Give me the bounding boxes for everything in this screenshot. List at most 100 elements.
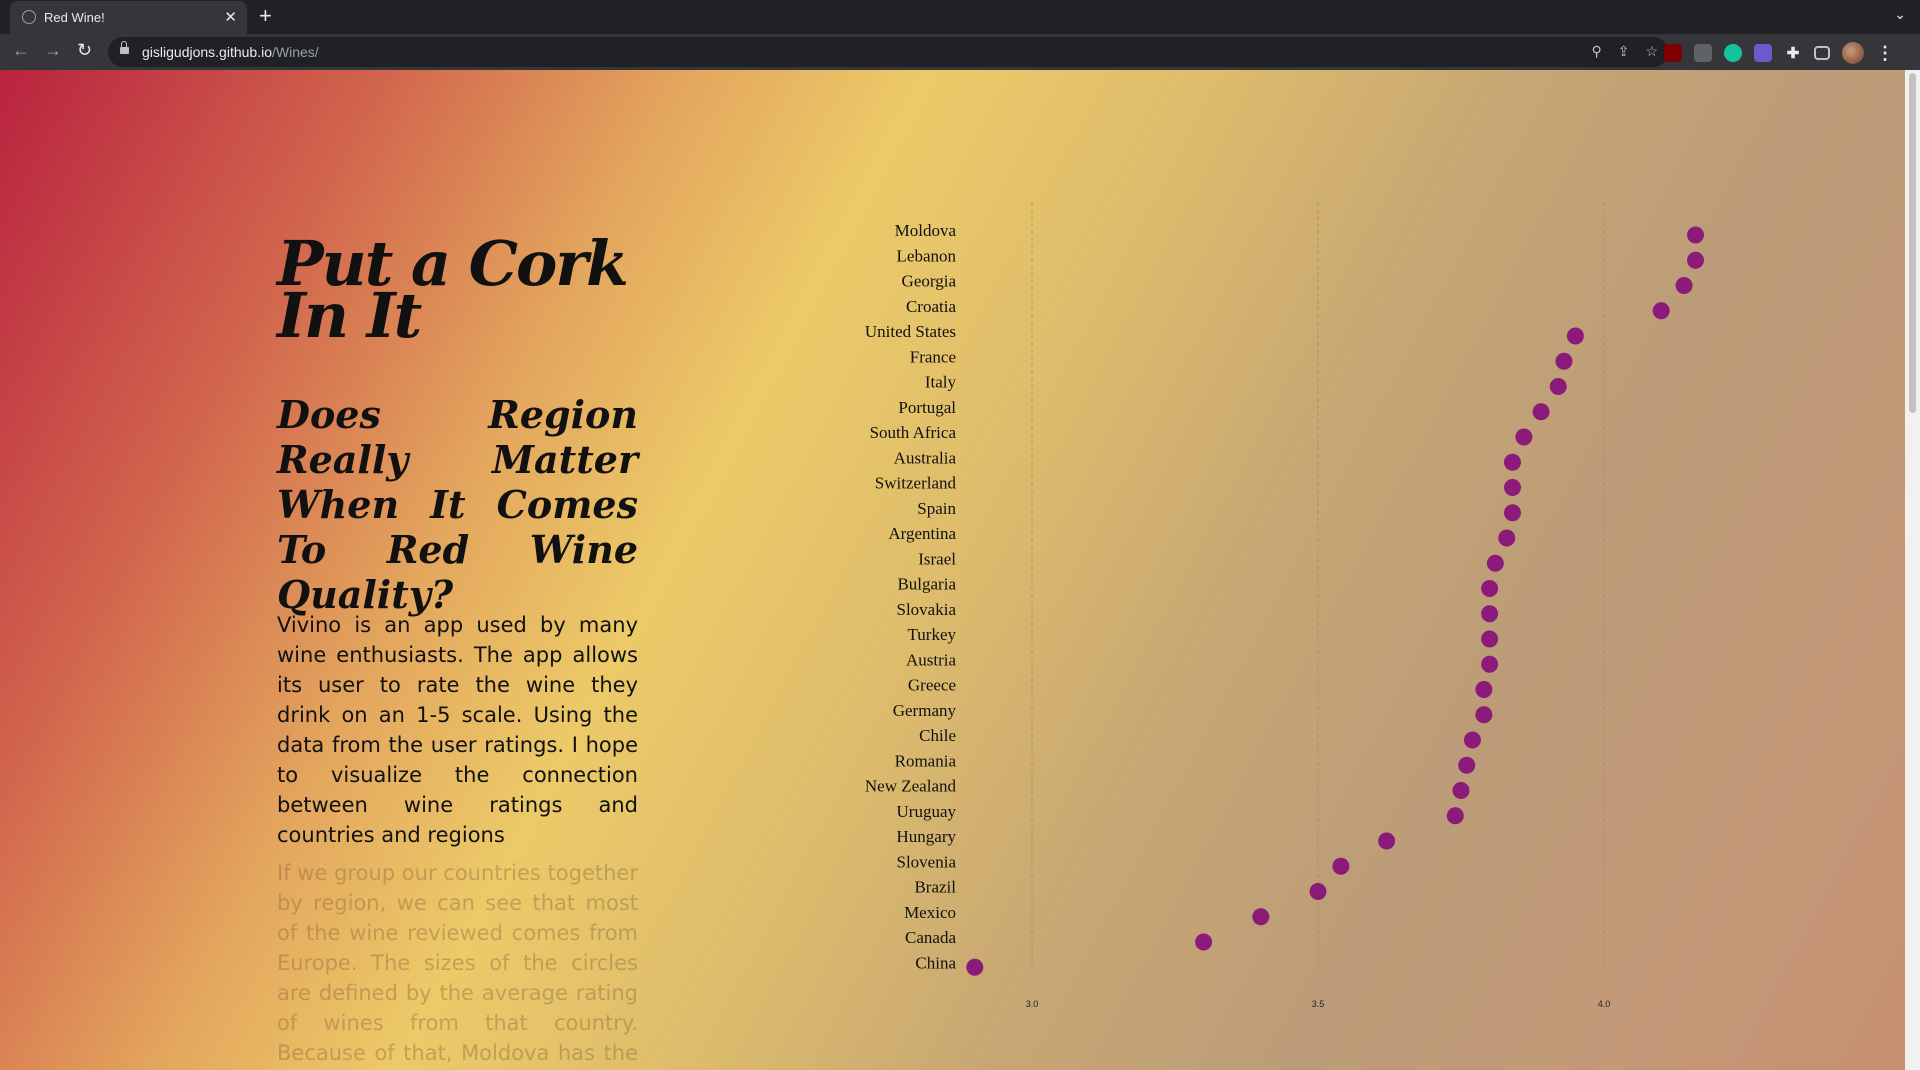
close-tab-icon[interactable]: ✕ [224,9,237,26]
scroll-paragraph: If we group our countries together by re… [277,861,638,1065]
url-text[interactable]: gisligudjons.github.io/Wines/ [142,44,319,60]
rating-dot[interactable] [1378,832,1396,850]
country-rating-chart: 3.0 3.5 4.0 Moldova Lebanon Georgia Croatia Uni… [865,202,1705,1009]
country-label: Slovakia [897,600,957,619]
rating-dot[interactable] [1481,655,1499,673]
extension-icon[interactable] [1754,44,1772,62]
x-tick-label: 3.5 [1312,999,1325,1009]
rating-dot[interactable] [1687,251,1705,269]
country-label: Croatia [906,297,956,316]
address-bar-actions: ⚲ ⇪ ☆ [1591,43,1658,60]
rating-dot[interactable] [1555,352,1573,370]
tab-strip: Red Wine! ✕ + ⌄ [0,0,1920,34]
title-line-1: Put a Cork [277,227,629,300]
rating-dot[interactable] [1566,327,1584,345]
page-scrollbar[interactable] [1905,70,1920,1070]
forward-button[interactable]: → [44,40,62,60]
reading-list-icon[interactable] [1814,46,1830,60]
address-bar[interactable]: gisligudjons.github.io/Wines/ ⚲ ⇪ ☆ [108,37,1668,67]
zoom-icon[interactable]: ⚲ [1591,43,1602,59]
kebab-menu-icon[interactable]: ⋮ [1876,42,1894,63]
rating-dot[interactable] [1475,681,1493,698]
page-content: Put a Cork In It Does Region Really Matt… [0,70,1905,1070]
extension-icon[interactable] [1694,44,1712,62]
intro-paragraph: Vivino is an app used by many wine enthu… [277,613,638,847]
rating-dot[interactable] [966,958,984,976]
country-label: Switzerland [875,474,957,493]
rating-dot[interactable] [1687,226,1705,244]
rating-dot[interactable] [1458,756,1476,774]
rating-dot[interactable] [1503,479,1521,496]
country-label: Moldova [895,221,957,240]
reload-button[interactable]: ↻ [77,40,93,60]
country-label: Slovenia [897,852,957,871]
country-label: Uruguay [897,802,957,821]
rating-dot[interactable] [1486,554,1504,572]
rating-dot[interactable] [1481,605,1499,623]
rating-dot[interactable] [1532,403,1550,421]
new-tab-button[interactable]: + [259,3,272,28]
rating-dot[interactable] [1549,378,1567,395]
rating-dot[interactable] [1675,277,1693,294]
share-icon[interactable]: ⇪ [1617,43,1630,59]
rating-dot[interactable] [1446,807,1464,825]
rating-dot[interactable] [1515,428,1533,446]
x-tick-label: 4.0 [1598,999,1611,1009]
country-label: Israel [918,549,956,568]
tab-search-icon[interactable]: ⌄ [1894,6,1906,22]
country-label: South Africa [870,423,957,442]
bookmark-star-icon[interactable]: ☆ [1645,43,1658,59]
rating-dot[interactable] [1503,504,1521,522]
scrollbar-thumb[interactable] [1909,73,1916,413]
globe-icon [22,10,36,24]
url-path: /Wines/ [271,44,319,60]
rating-dot[interactable] [1309,883,1327,900]
rating-dot[interactable] [1475,706,1493,724]
url-host: gisligudjons.github.io [142,44,272,60]
rating-dot[interactable] [1652,302,1670,320]
ublock-extension-icon[interactable] [1664,44,1682,62]
country-label: Mexico [904,903,956,922]
country-label: Austria [906,650,957,669]
grammarly-extension-icon[interactable] [1724,44,1742,62]
country-label: Argentina [888,524,956,543]
country-label: Greece [908,676,956,695]
tab-title: Red Wine! [44,10,105,25]
country-label: Italy [925,373,957,392]
back-button[interactable]: ← [12,40,30,60]
country-label: United States [865,322,956,341]
rating-dot[interactable] [1498,529,1516,547]
x-tick-label: 3.0 [1026,999,1039,1009]
extensions-area: ✚ ⋮ [1664,42,1894,64]
country-label: France [910,347,956,366]
country-label: Portugal [898,398,956,417]
browser-toolbar: ← → ↻ gisligudjons.github.io/Wines/ ⚲ ⇪ … [0,34,1920,70]
profile-avatar-icon[interactable] [1842,42,1864,64]
rating-dot[interactable] [1452,782,1470,799]
country-label: Romania [895,751,957,770]
rating-dot[interactable] [1252,908,1270,926]
country-label: China [915,953,956,972]
lock-icon[interactable] [120,41,129,55]
title-line-2: In It [277,279,422,352]
rating-dot[interactable] [1195,933,1213,951]
country-label: Spain [917,499,956,518]
extension-puzzle-icon[interactable]: ✚ [1786,45,1800,62]
country-label: Hungary [897,827,957,846]
rating-dot[interactable] [1481,630,1499,648]
country-label: New Zealand [865,777,957,796]
country-label: Lebanon [897,246,957,265]
country-label: Canada [905,928,956,947]
rating-dot[interactable] [1481,580,1499,597]
rating-dot[interactable] [1463,731,1481,749]
country-label: Georgia [902,272,957,291]
country-label: Turkey [908,625,957,644]
browser-tab[interactable]: Red Wine! ✕ [10,1,247,34]
rating-dot[interactable] [1503,453,1521,471]
country-label: Bulgaria [897,575,956,594]
rating-dot[interactable] [1332,857,1350,875]
country-label: Australia [894,448,957,467]
page-title: Put a Cork In It [277,233,629,347]
country-label: Brazil [914,878,956,897]
page-subtitle: Does Region Really Matter When It Comes … [277,392,638,617]
